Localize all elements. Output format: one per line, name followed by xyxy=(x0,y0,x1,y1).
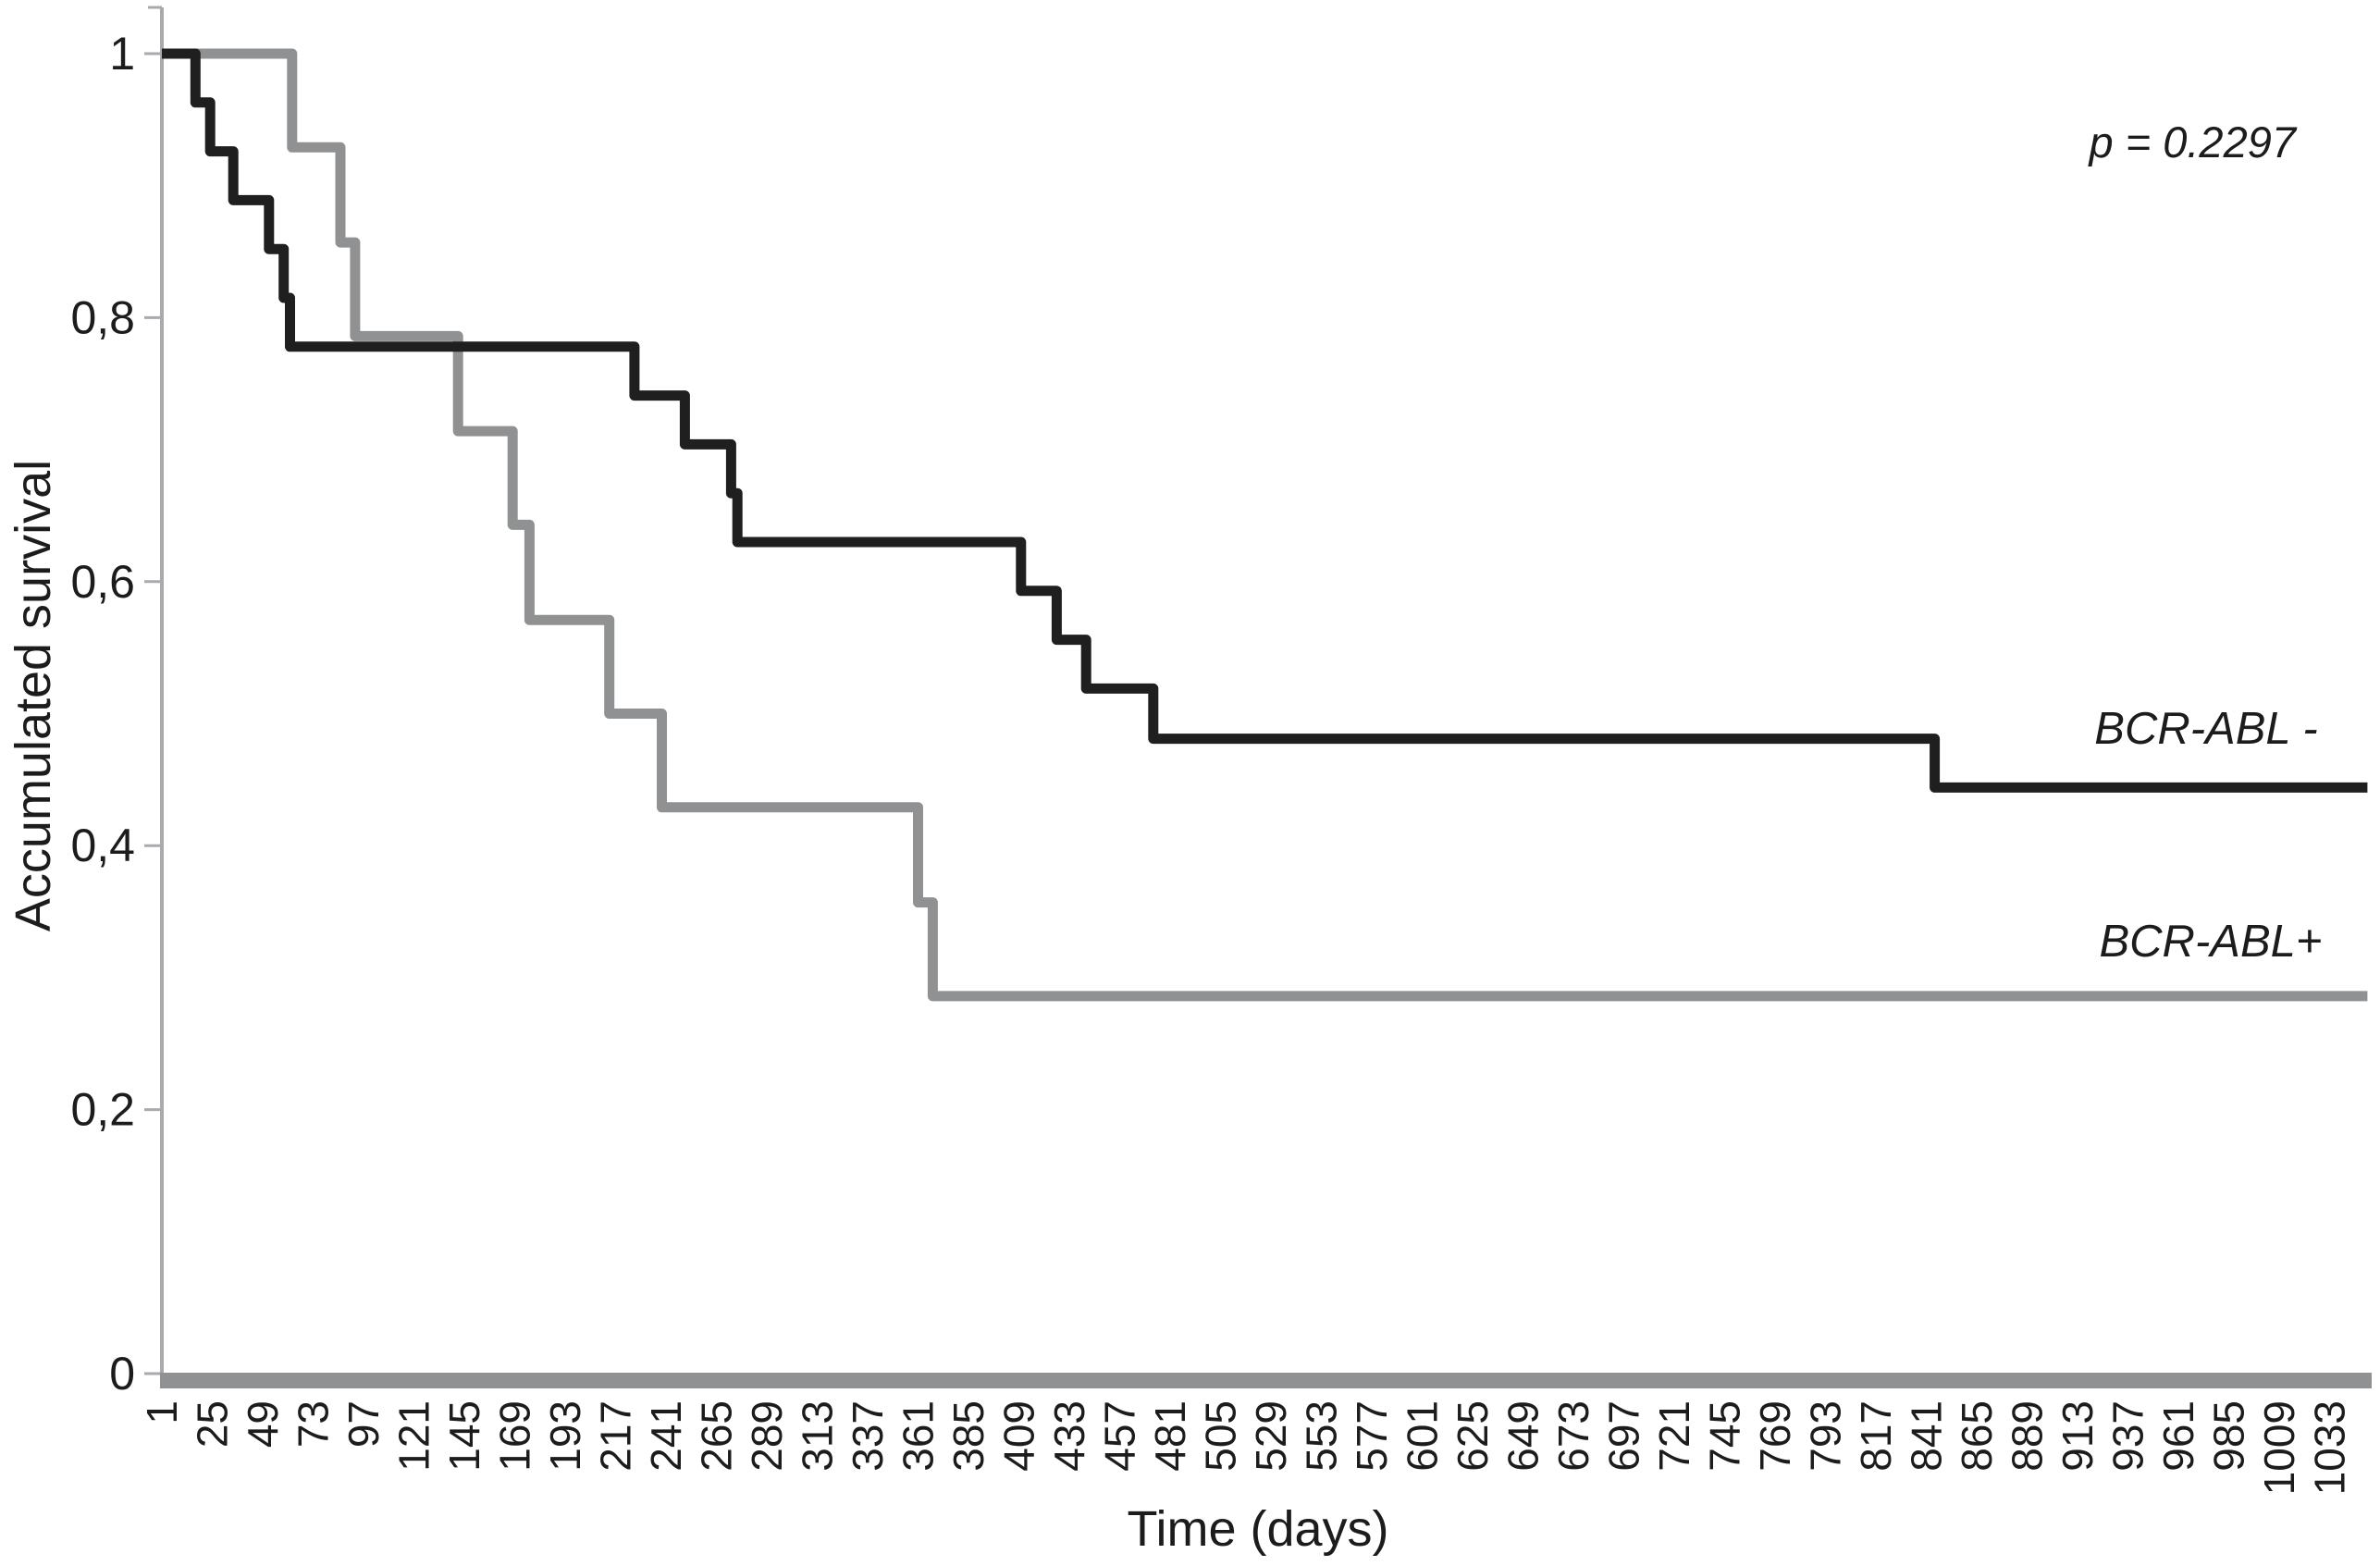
x-tick-label: 553 xyxy=(1298,1400,1346,1472)
x-tick-label: 721 xyxy=(1650,1400,1698,1472)
x-tick-label: 385 xyxy=(944,1400,993,1472)
x-tick-label: 913 xyxy=(2053,1400,2102,1472)
x-tick-label: 457 xyxy=(1096,1400,1144,1472)
y-tick-label: 0,8 xyxy=(70,291,135,343)
x-tick-label: 529 xyxy=(1247,1400,1295,1472)
x-tick-label: 289 xyxy=(743,1400,791,1472)
survival-curve-bcr-abl-negative xyxy=(162,48,2368,793)
y-tick-label: 0,2 xyxy=(70,1084,135,1136)
x-tick-label: 745 xyxy=(1701,1400,1749,1472)
x-tick-label: 985 xyxy=(2205,1400,2253,1472)
x-tick-label: 673 xyxy=(1549,1400,1597,1472)
x-tick-label: 577 xyxy=(1348,1400,1396,1472)
x-tick-label: 49 xyxy=(239,1400,287,1448)
x-tick-label: 217 xyxy=(592,1400,640,1472)
x-tick-label: 169 xyxy=(491,1400,539,1472)
x-axis-bar xyxy=(160,1373,2372,1388)
y-tick-label: 1 xyxy=(109,28,135,80)
x-tick-label: 73 xyxy=(290,1400,338,1448)
x-tick-label: 97 xyxy=(339,1400,388,1448)
survival-curve-bcr-abl-positive xyxy=(162,48,2368,1002)
x-tick-label: 1 xyxy=(138,1400,186,1424)
x-tick-label: 649 xyxy=(1499,1400,1548,1472)
x-tick-label: 769 xyxy=(1751,1400,1799,1472)
x-tick-label: 121 xyxy=(390,1400,438,1472)
y-tick-label: 0,4 xyxy=(70,820,135,871)
y-axis-title: Accumulated survival xyxy=(6,459,61,932)
x-axis-title: Time (days) xyxy=(1127,1501,1389,1557)
x-tick-label: 337 xyxy=(844,1400,892,1472)
x-tick-label: 193 xyxy=(541,1400,589,1472)
x-tick-label: 1009 xyxy=(2255,1400,2303,1495)
x-tick-label: 481 xyxy=(1146,1400,1194,1472)
x-tick-label: 625 xyxy=(1449,1400,1497,1472)
x-tick-label: 793 xyxy=(1802,1400,1850,1472)
p-value-annotation: p = 0.2297 xyxy=(2089,117,2296,166)
x-tick-label: 409 xyxy=(995,1400,1043,1472)
x-tick-label: 841 xyxy=(1903,1400,1951,1472)
y-tick-label: 0,6 xyxy=(70,556,135,608)
x-tick-label: 817 xyxy=(1852,1400,1900,1472)
x-tick-label: 601 xyxy=(1399,1400,1447,1472)
series-label-bcr-abl-positive: BCR-ABL+ xyxy=(2099,917,2323,967)
x-tick-label: 265 xyxy=(693,1400,741,1472)
x-tick-label: 361 xyxy=(894,1400,943,1472)
y-tick-label: 0 xyxy=(109,1348,135,1400)
x-tick-label: 241 xyxy=(642,1400,690,1472)
x-tick-label: 937 xyxy=(2104,1400,2152,1472)
x-tick-label: 865 xyxy=(1953,1400,2001,1472)
series-label-bcr-abl-negative: BCR-ABL - xyxy=(2094,704,2318,754)
x-tick-label: 433 xyxy=(1045,1400,1093,1472)
x-tick-label: 889 xyxy=(2004,1400,2052,1472)
x-tick-label: 697 xyxy=(1600,1400,1648,1472)
x-tick-label: 145 xyxy=(440,1400,488,1472)
x-tick-label: 313 xyxy=(794,1400,842,1472)
x-tick-label: 961 xyxy=(2154,1400,2202,1472)
x-tick-label: 505 xyxy=(1197,1400,1245,1472)
x-tick-label: 25 xyxy=(189,1400,237,1448)
x-tick-label: 1033 xyxy=(2306,1400,2354,1495)
